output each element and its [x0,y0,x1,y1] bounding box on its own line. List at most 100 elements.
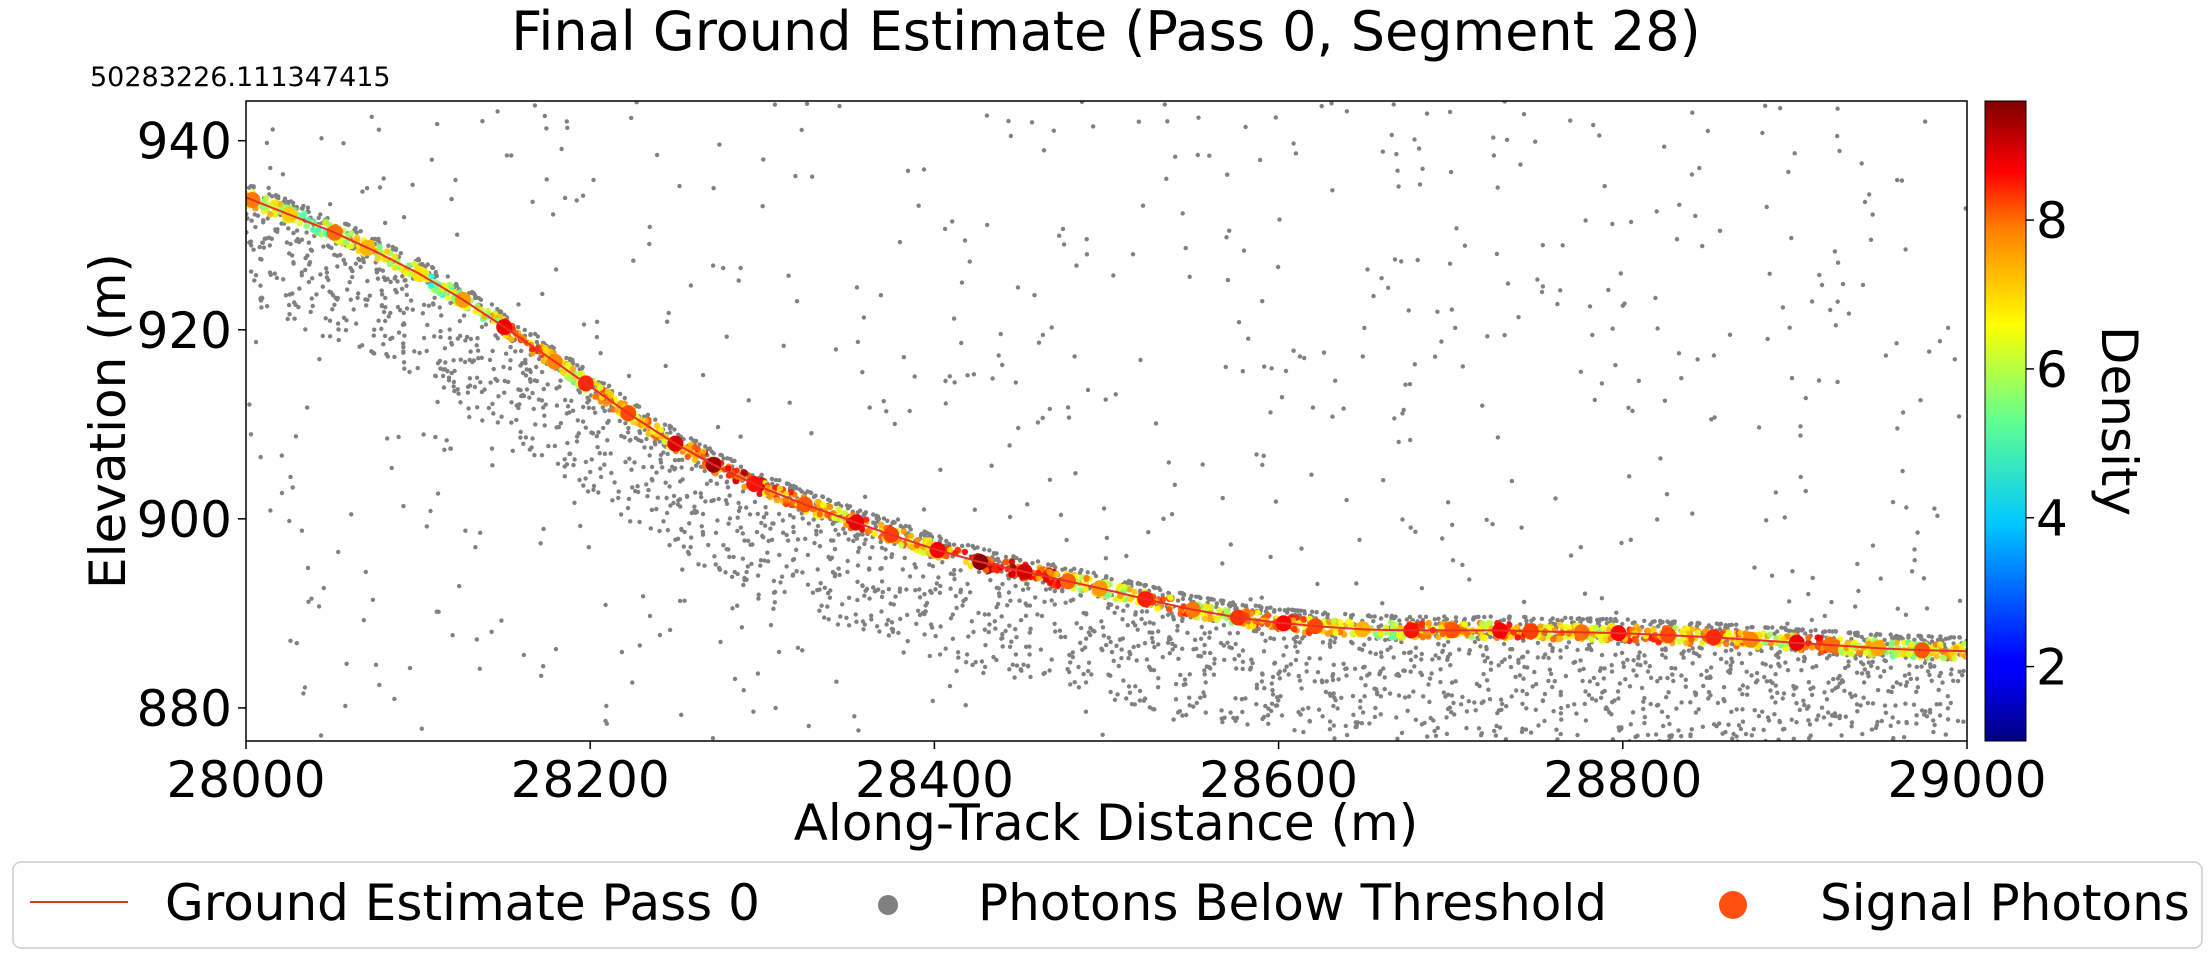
noise-photon [1553,622,1558,627]
noise-photon [1306,705,1311,711]
noise-photon [1666,620,1672,625]
noise-photon [1765,625,1771,630]
noise-photon [347,280,352,285]
noise-photon [1890,684,1896,690]
noise-photon [791,524,796,530]
chart-title: Final Ground Estimate (Pass 0, Segment 2… [511,0,1700,63]
noise-photon [1490,522,1495,527]
noise-photon [424,524,429,529]
noise-photon [1079,101,1085,105]
noise-photon [948,616,954,621]
noise-photon [574,198,579,203]
noise-photon [381,309,387,315]
noise-photon [401,503,406,509]
noise-photon [875,519,880,524]
signal-photon [1053,570,1061,578]
noise-photon [644,436,649,442]
noise-photon [1023,644,1029,649]
noise-photon [1558,705,1564,711]
noise-photon [1689,172,1695,177]
noise-photon [854,536,860,541]
noise-photon [694,509,700,515]
noise-photon [1277,607,1282,612]
noise-photon [1806,718,1811,723]
noise-photon [1790,569,1795,574]
noise-photon [1182,677,1188,682]
noise-photon [1319,103,1324,109]
noise-photon [814,528,819,534]
noise-photon [267,243,272,248]
noise-photon [1832,249,1838,254]
noise-photon [1895,606,1901,611]
noise-photon [1827,653,1832,658]
noise-photon [1956,414,1962,419]
noise-photon [1480,653,1486,658]
noise-photon [1634,673,1639,678]
noise-photon [479,389,485,395]
noise-photon [1412,137,1417,142]
noise-photon [495,378,500,383]
noise-photon [1830,688,1835,693]
noise-photon [1542,718,1547,724]
noise-photon [921,167,927,172]
noise-photon [1709,665,1714,670]
noise-photon [1411,689,1416,694]
noise-photon [299,270,304,275]
noise-photon [388,310,393,316]
noise-photon [998,331,1003,337]
noise-photon [1007,667,1012,672]
noise-photon [493,333,498,338]
signal-photon [725,465,732,472]
noise-photon [857,508,863,513]
noise-photon [297,286,302,291]
noise-photon [1643,660,1648,665]
noise-photon [637,643,642,648]
noise-photon [1202,642,1207,648]
noise-photon [724,334,729,339]
noise-photon [1284,664,1289,669]
noise-photon [249,243,254,248]
noise-photon [927,562,932,567]
noise-photon [965,581,970,587]
noise-photon [970,662,975,668]
noise-photon [901,355,907,360]
noise-photon [253,224,258,230]
noise-photon [1323,689,1329,695]
noise-photon [901,650,906,655]
noise-photon [832,571,838,577]
noise-photon [870,512,876,517]
noise-photon [1642,618,1647,623]
noise-photon [349,512,354,517]
noise-photon [385,276,390,282]
noise-photon [1739,660,1745,666]
noise-photon [1057,628,1063,633]
noise-photon [1679,376,1684,381]
noise-photon [1157,587,1163,593]
noise-photon [1555,737,1560,741]
noise-photon [1453,615,1459,620]
noise-photon [1453,325,1458,331]
noise-photon [539,673,544,678]
noise-photon [1297,640,1303,645]
noise-photon [1699,672,1704,678]
noise-photon [371,333,376,338]
noise-photon [934,581,939,586]
noise-photon [292,316,297,321]
noise-photon [1521,112,1527,117]
noise-photon [546,443,551,449]
noise-photon [790,573,795,578]
noise-photon [986,612,991,617]
noise-photon [1003,628,1008,634]
noise-photon [963,703,968,708]
noise-photon [390,335,395,340]
noise-photon [1575,647,1580,653]
noise-photon [1221,643,1227,648]
noise-photon [1637,650,1642,655]
noise-photon [1598,695,1604,700]
noise-photon [1645,669,1651,674]
noise-photon [1135,627,1140,632]
noise-photon [286,226,291,231]
signal-photon [826,503,834,510]
noise-photon [764,511,769,516]
noise-photon [1259,679,1265,684]
